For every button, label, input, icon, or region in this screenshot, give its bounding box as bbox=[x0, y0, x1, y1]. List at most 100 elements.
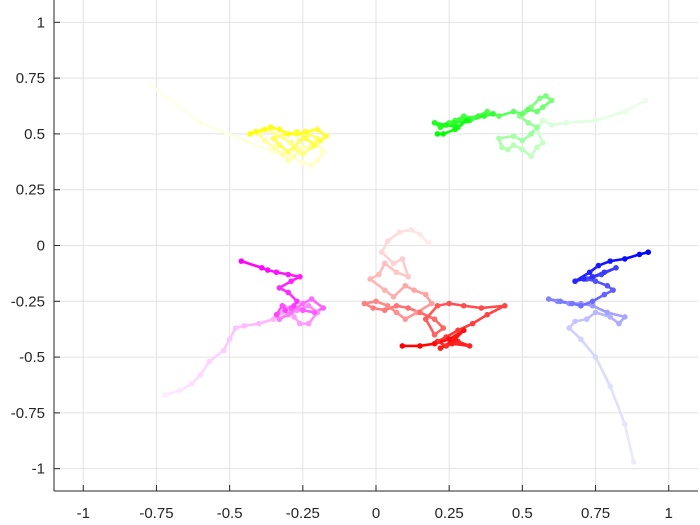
series-point bbox=[446, 300, 452, 307]
series-point bbox=[297, 137, 303, 144]
series-point bbox=[247, 131, 253, 137]
series-point bbox=[393, 309, 400, 316]
series-point bbox=[534, 124, 540, 131]
series-point bbox=[259, 265, 265, 271]
series-segment bbox=[485, 304, 507, 316]
series-point bbox=[422, 291, 429, 298]
series-point bbox=[604, 309, 611, 316]
series-point bbox=[390, 294, 397, 300]
series-1 bbox=[147, 82, 330, 168]
series-segment bbox=[579, 337, 597, 359]
series-point bbox=[317, 137, 324, 144]
series-point bbox=[466, 343, 473, 349]
series-point bbox=[545, 296, 552, 302]
series-point bbox=[440, 131, 447, 137]
series-point bbox=[276, 126, 283, 133]
series-point bbox=[390, 260, 397, 267]
series-layer bbox=[147, 82, 652, 465]
series-point bbox=[297, 320, 303, 327]
series-point bbox=[402, 282, 409, 289]
series-segment bbox=[447, 329, 466, 341]
series-point bbox=[499, 144, 505, 151]
y-tick-label: 0 bbox=[37, 238, 45, 255]
series-point bbox=[276, 133, 283, 139]
series-point bbox=[311, 309, 318, 316]
series-point bbox=[384, 302, 391, 309]
series-point bbox=[446, 336, 452, 343]
series-point bbox=[604, 282, 611, 289]
series-point bbox=[384, 238, 391, 244]
series-point bbox=[270, 148, 277, 155]
series-point bbox=[548, 122, 555, 128]
series-point bbox=[452, 119, 458, 126]
series-point bbox=[270, 316, 277, 322]
series-point bbox=[607, 383, 613, 389]
series-point bbox=[305, 302, 312, 309]
series-point bbox=[291, 302, 297, 309]
series-point bbox=[592, 309, 599, 316]
series-point bbox=[314, 157, 321, 164]
series-point bbox=[510, 133, 517, 139]
series-point bbox=[434, 302, 441, 309]
series-point bbox=[569, 300, 575, 307]
x-tick-label: 1 bbox=[665, 505, 673, 522]
series-point bbox=[288, 309, 294, 316]
series-point bbox=[285, 271, 291, 278]
y-tick-label: 0.25 bbox=[16, 182, 45, 199]
series-point bbox=[361, 300, 368, 307]
series-point bbox=[311, 142, 318, 148]
series-point bbox=[431, 119, 438, 126]
series-segment bbox=[199, 121, 246, 142]
series-point bbox=[537, 95, 543, 101]
series-point bbox=[431, 331, 438, 338]
series-point bbox=[279, 302, 286, 309]
series-point bbox=[440, 325, 447, 331]
series-point bbox=[300, 151, 306, 157]
series-segment bbox=[401, 257, 410, 279]
series-point bbox=[463, 117, 470, 124]
series-point bbox=[285, 131, 291, 137]
series-point bbox=[270, 135, 277, 142]
series-point bbox=[323, 133, 330, 139]
y-tick-label: -1 bbox=[32, 461, 45, 478]
series-point bbox=[294, 307, 300, 314]
series-point bbox=[431, 340, 438, 347]
grid bbox=[54, 0, 698, 491]
series-point bbox=[256, 320, 262, 327]
series-point bbox=[305, 320, 312, 327]
series-segment bbox=[450, 342, 471, 348]
series-3 bbox=[361, 227, 508, 351]
series-point bbox=[302, 135, 309, 142]
series-point bbox=[589, 273, 596, 280]
x-tick-label: 0 bbox=[372, 505, 380, 522]
x-tick-label: -0.75 bbox=[139, 505, 173, 522]
series-point bbox=[592, 117, 599, 124]
series-point bbox=[613, 265, 619, 271]
series-point bbox=[622, 108, 628, 115]
series-point bbox=[288, 278, 294, 285]
series-point bbox=[455, 327, 461, 334]
series-point bbox=[572, 278, 578, 285]
series-segment bbox=[424, 317, 436, 337]
y-tick-label: 1 bbox=[37, 14, 45, 31]
series-point bbox=[220, 347, 227, 354]
series-point bbox=[519, 137, 526, 144]
series-point bbox=[162, 392, 169, 398]
series-point bbox=[572, 318, 578, 325]
series-point bbox=[595, 262, 602, 269]
series-point bbox=[636, 251, 643, 258]
series-point bbox=[300, 144, 306, 151]
series-point bbox=[241, 137, 248, 144]
series-point bbox=[484, 108, 491, 115]
series-point bbox=[548, 97, 555, 104]
series-point bbox=[411, 287, 417, 293]
series-point bbox=[586, 269, 593, 276]
series-point bbox=[417, 231, 423, 238]
series-point bbox=[452, 126, 458, 133]
series-point bbox=[622, 314, 628, 320]
series-segment bbox=[594, 355, 612, 388]
series-segment bbox=[424, 304, 439, 321]
series-point bbox=[367, 276, 373, 282]
series-point bbox=[496, 135, 502, 142]
y-tick-label: 0.5 bbox=[24, 126, 45, 143]
